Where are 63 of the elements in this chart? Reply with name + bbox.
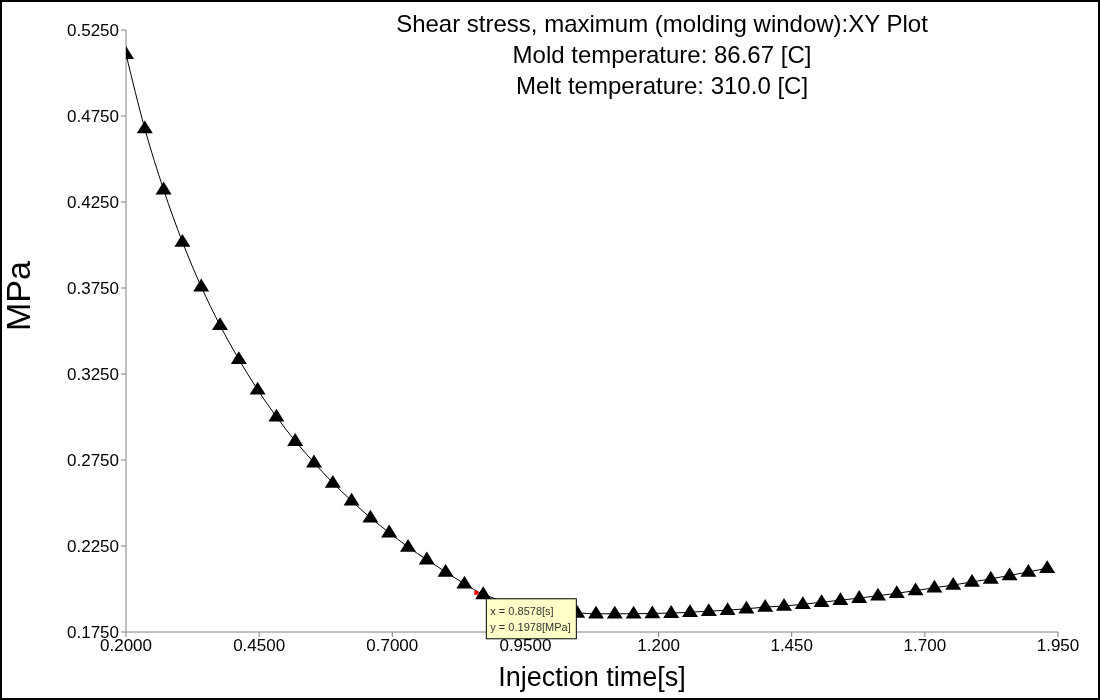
point — [418, 551, 435, 565]
point — [926, 579, 943, 593]
point — [982, 570, 999, 584]
point — [155, 181, 172, 195]
point — [851, 590, 868, 603]
point — [136, 120, 153, 134]
x-axis-title: Injection time[s] — [498, 662, 686, 692]
point — [757, 599, 774, 612]
point — [625, 605, 642, 619]
y-tick-label: 0.2750 — [67, 451, 119, 471]
x-tick-label: 1.700 — [903, 636, 947, 656]
point — [888, 585, 905, 599]
point — [700, 603, 717, 616]
y-tick-label: 0.5250 — [67, 21, 119, 41]
annotation: x = 0.8578[s] y = 0.1978[MPa] — [490, 604, 571, 633]
point — [907, 582, 924, 596]
point — [945, 577, 962, 590]
point — [681, 604, 698, 618]
point — [437, 563, 454, 577]
point — [174, 233, 191, 247]
point — [287, 433, 304, 446]
x-tick-label: 1.450 — [770, 636, 813, 656]
point — [869, 587, 886, 601]
y-tick-label: 0.2250 — [67, 537, 119, 557]
point — [587, 605, 604, 619]
text: Mold temperature: 86.67 [C] Melt temperature: 310.0 [C] — [511, 40, 813, 101]
point — [719, 602, 736, 615]
y-tick-label: 0.4750 — [67, 107, 119, 127]
x-tick-label: 1.200 — [637, 636, 680, 656]
point — [268, 408, 285, 422]
x-tick-label: 1.950 — [1036, 636, 1080, 656]
y-tick-label: 0.4250 — [67, 193, 119, 213]
point — [475, 586, 492, 600]
point — [1001, 567, 1018, 581]
chart-title: Shear stress, maximum (molding window):XY Plot — [395, 9, 929, 39]
point — [1039, 560, 1056, 573]
point — [794, 596, 811, 610]
point — [212, 317, 228, 331]
y-tick-label: 0.3250 — [67, 365, 119, 385]
point — [775, 598, 792, 611]
point — [343, 492, 360, 506]
tooltip-callout: x = 0.8578[s] y = 0.1978[MPa] — [474, 590, 577, 640]
x-tick-label: 0.7000 — [366, 636, 419, 656]
point — [963, 573, 980, 587]
y-tick-label: 0.3750 — [67, 279, 119, 299]
point — [400, 539, 416, 552]
point — [832, 592, 849, 605]
point — [230, 351, 247, 365]
point — [606, 605, 623, 619]
y-axis-title: MPa — [0, 261, 38, 331]
point — [1020, 563, 1037, 577]
x-tick-label: 0.4500 — [233, 636, 286, 656]
point — [381, 524, 398, 538]
point — [249, 381, 266, 395]
point — [362, 509, 379, 523]
point — [644, 605, 661, 619]
point — [306, 454, 322, 468]
point — [193, 278, 210, 292]
point — [813, 594, 830, 608]
point — [456, 575, 473, 589]
point — [324, 474, 341, 488]
point — [738, 600, 755, 614]
point — [663, 605, 680, 618]
